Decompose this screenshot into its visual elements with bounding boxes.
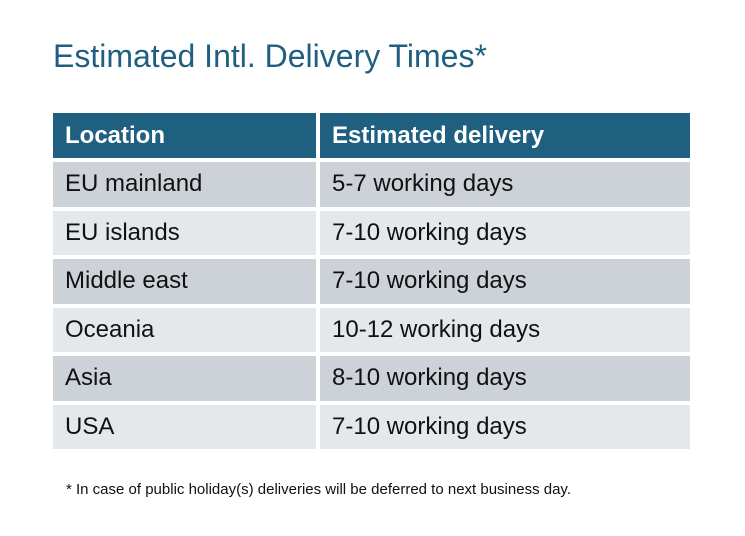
table-row: USA 7-10 working days <box>53 404 690 449</box>
page-title: Estimated Intl. Delivery Times* <box>53 38 487 74</box>
location-cell: Oceania <box>53 307 316 352</box>
table-row: Asia 8-10 working days <box>53 356 690 401</box>
header-location: Location <box>53 113 316 158</box>
table-row: EU mainland 5-7 working days <box>53 162 690 207</box>
delivery-time-cell: 8-10 working days <box>320 356 690 401</box>
delivery-time-cell: 7-10 working days <box>320 210 690 255</box>
table-row: Oceania 10-12 working days <box>53 307 690 352</box>
location-cell: USA <box>53 404 316 449</box>
table-header-row: Location Estimated delivery <box>53 113 690 158</box>
delivery-time-cell: 7-10 working days <box>320 404 690 449</box>
delivery-times-table: Location Estimated delivery EU mainland 5… <box>49 109 694 453</box>
delivery-time-cell: 10-12 working days <box>320 307 690 352</box>
location-cell: Asia <box>53 356 316 401</box>
footnote: * In case of public holiday(s) deliverie… <box>66 481 571 498</box>
table-row: Middle east 7-10 working days <box>53 259 690 304</box>
delivery-time-cell: 7-10 working days <box>320 259 690 304</box>
table-row: EU islands 7-10 working days <box>53 210 690 255</box>
location-cell: Middle east <box>53 259 316 304</box>
location-cell: EU mainland <box>53 162 316 207</box>
delivery-time-cell: 5-7 working days <box>320 162 690 207</box>
header-estimated-delivery: Estimated delivery <box>320 113 690 158</box>
location-cell: EU islands <box>53 210 316 255</box>
